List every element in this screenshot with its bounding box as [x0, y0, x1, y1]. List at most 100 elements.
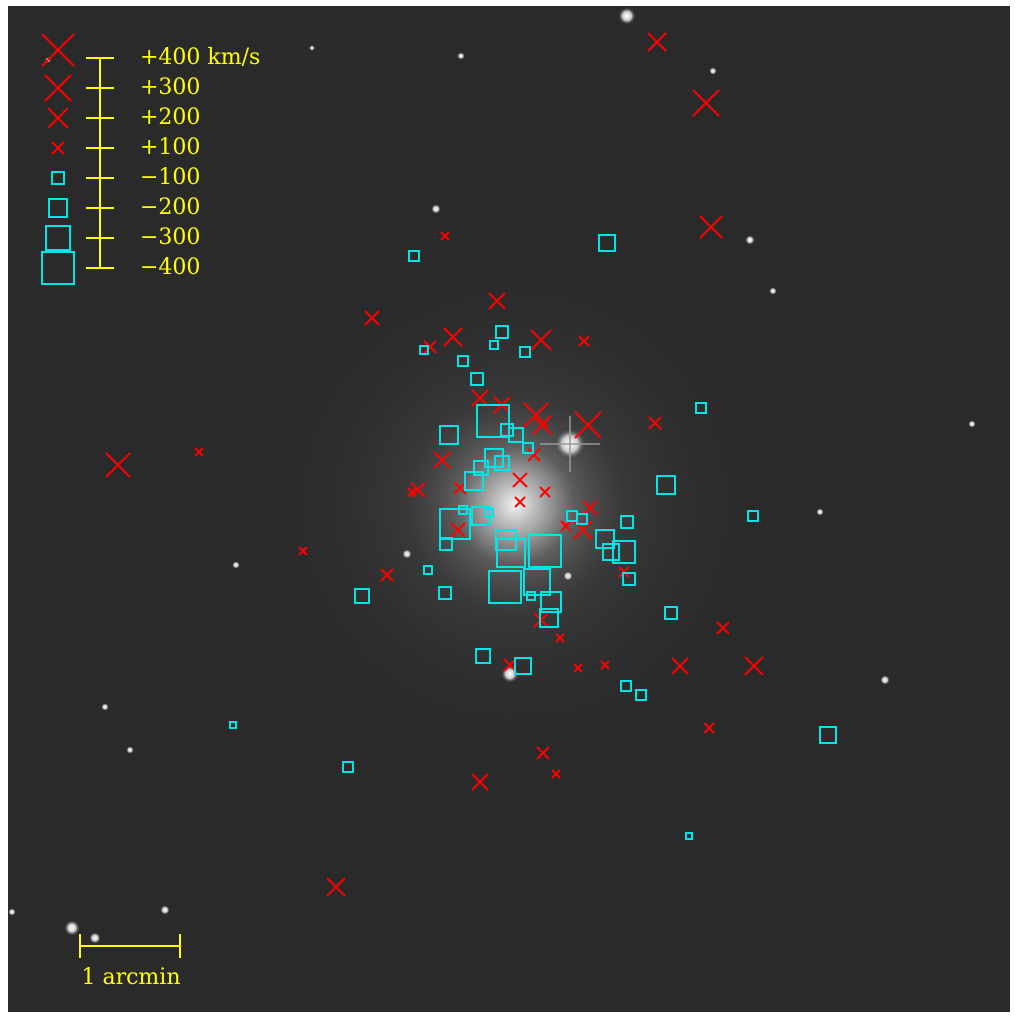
- square-marker: [457, 355, 469, 367]
- cross-marker: [560, 520, 572, 532]
- cross-marker: [692, 89, 720, 117]
- star: [769, 287, 777, 295]
- square-marker: [612, 540, 636, 564]
- square-marker: [438, 586, 452, 600]
- square-marker: [419, 345, 429, 355]
- square-marker: [656, 475, 676, 495]
- square-marker: [528, 534, 562, 568]
- cross-marker: [703, 722, 715, 734]
- cross-marker: [716, 621, 730, 635]
- cross-marker: [573, 663, 583, 673]
- square-marker: [540, 591, 562, 613]
- cross-marker: [532, 415, 552, 435]
- square-marker: [476, 404, 510, 438]
- square-marker: [576, 513, 588, 525]
- cross-marker: [410, 482, 426, 498]
- star: [126, 746, 134, 754]
- square-marker: [484, 508, 494, 518]
- cross-marker: [47, 107, 69, 129]
- star: [968, 420, 976, 428]
- legend-label: +100: [140, 135, 200, 160]
- square-marker: [620, 680, 632, 692]
- legend-label: +300: [140, 75, 200, 100]
- scale-bar-label: 1 arcmin: [81, 965, 180, 990]
- cross-marker: [364, 310, 380, 326]
- square-marker: [695, 402, 707, 414]
- square-marker: [439, 537, 453, 551]
- cross-marker: [578, 335, 590, 347]
- cross-marker: [326, 877, 346, 897]
- legend-label: −300: [140, 225, 200, 250]
- square-marker: [620, 515, 634, 529]
- square-marker: [522, 442, 534, 454]
- cross-marker: [536, 746, 550, 760]
- legend-label: +400 km/s: [140, 45, 260, 70]
- cross-marker: [671, 657, 689, 675]
- cross-marker: [433, 451, 451, 469]
- square-marker: [48, 198, 68, 218]
- square-marker: [342, 761, 354, 773]
- square-marker: [41, 251, 75, 285]
- cross-marker: [648, 416, 662, 430]
- square-marker: [408, 250, 420, 262]
- square-marker: [475, 648, 491, 664]
- star: [618, 7, 636, 25]
- star: [402, 549, 412, 559]
- cross-marker: [194, 447, 204, 457]
- star: [457, 52, 465, 60]
- cross-marker: [443, 327, 463, 347]
- cross-marker: [744, 656, 764, 676]
- cross-marker: [44, 74, 72, 102]
- cross-marker: [539, 486, 551, 498]
- star: [64, 920, 80, 936]
- square-marker: [598, 234, 616, 252]
- cross-marker: [471, 773, 489, 791]
- star: [89, 932, 101, 944]
- cross-marker: [600, 660, 610, 670]
- square-marker: [439, 508, 471, 540]
- cross-marker: [512, 472, 528, 488]
- square-marker: [500, 423, 514, 437]
- square-marker: [508, 427, 524, 443]
- legend: +400 km/s +300 +200 +100 −100 −200 −300 −400: [41, 33, 260, 285]
- cross-marker: [555, 633, 565, 643]
- star: [745, 235, 755, 245]
- cross-marker: [488, 292, 506, 310]
- star: [232, 561, 240, 569]
- square-marker: [458, 505, 468, 515]
- cross-marker: [530, 329, 552, 351]
- star: [160, 905, 170, 915]
- square-marker: [595, 529, 615, 549]
- square-marker: [819, 726, 837, 744]
- star: [709, 67, 717, 75]
- cross-marker: [380, 568, 394, 582]
- cross-marker: [582, 500, 598, 516]
- square-marker: [494, 455, 510, 471]
- cross-marker: [41, 33, 75, 67]
- star: [880, 675, 890, 685]
- square-marker: [664, 606, 678, 620]
- square-marker: [423, 565, 433, 575]
- square-marker: [354, 588, 370, 604]
- star: [309, 45, 315, 51]
- star: [816, 508, 824, 516]
- square-marker: [229, 721, 237, 729]
- cross-marker: [527, 448, 541, 462]
- square-marker: [526, 591, 536, 601]
- cross-marker: [574, 411, 602, 439]
- square-marker: [489, 340, 499, 350]
- cross-marker: [450, 522, 466, 538]
- cross-marker: [647, 32, 667, 52]
- square-marker: [747, 510, 759, 522]
- square-marker: [45, 225, 71, 251]
- square-marker: [488, 570, 522, 604]
- velocity-markers: [105, 32, 837, 897]
- square-marker: [495, 325, 509, 339]
- square-marker: [523, 568, 551, 596]
- star: [563, 571, 573, 581]
- star: [431, 204, 441, 214]
- cross-marker: [105, 452, 131, 478]
- square-marker: [622, 572, 636, 586]
- star: [101, 703, 109, 711]
